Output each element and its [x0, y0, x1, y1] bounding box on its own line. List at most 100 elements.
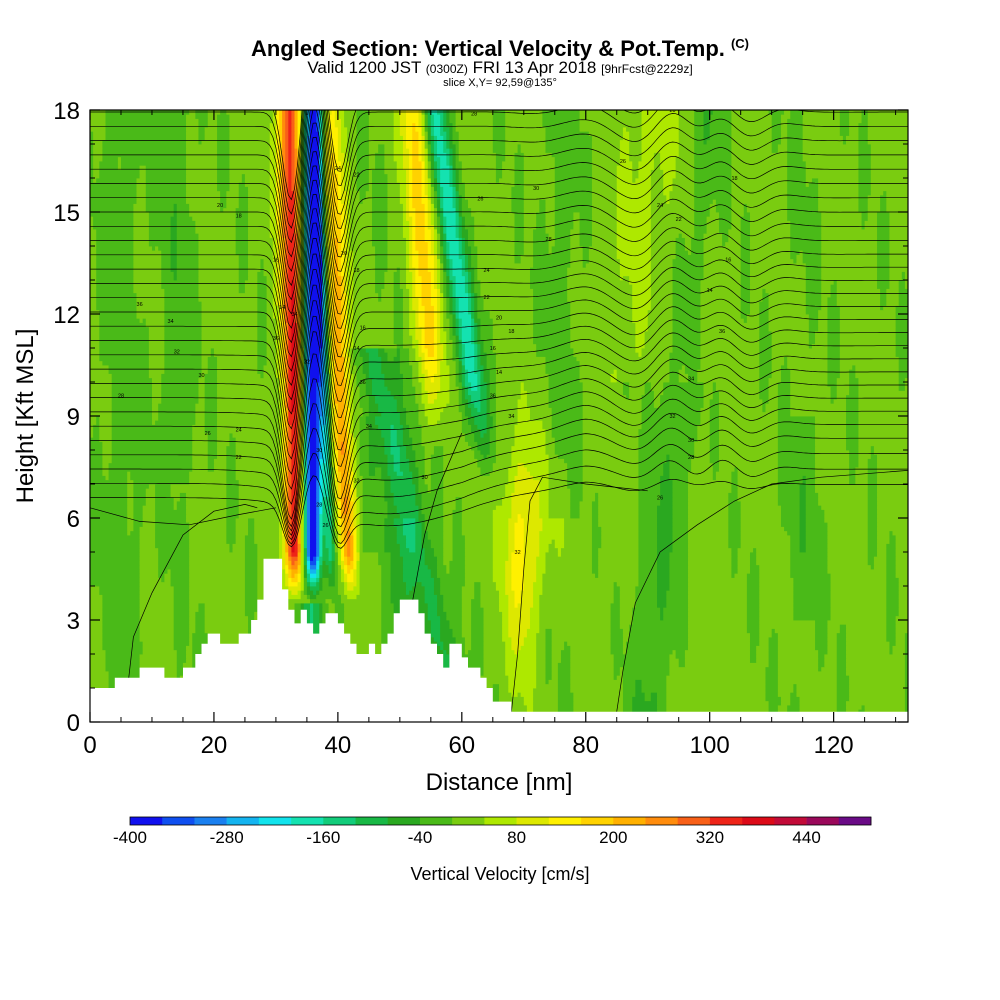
velocity-cell — [672, 496, 689, 502]
velocity-cell — [344, 632, 382, 638]
velocity-cell — [145, 496, 156, 502]
velocity-cell — [461, 428, 472, 434]
velocity-cell — [455, 339, 460, 345]
velocity-cell — [291, 573, 295, 578]
velocity-cell — [846, 641, 890, 646]
velocity-cell — [533, 692, 559, 697]
velocity-cell — [895, 624, 908, 629]
velocity-cell — [718, 454, 779, 459]
velocity-cell — [495, 365, 546, 370]
velocity-cell — [458, 407, 466, 413]
velocity-cell — [306, 335, 311, 340]
velocity-cell — [672, 505, 689, 510]
velocity-cell — [545, 649, 553, 655]
velocity-cell — [492, 339, 534, 345]
velocity-cell — [90, 399, 113, 404]
velocity-cell — [657, 522, 673, 527]
velocity-cell — [192, 645, 209, 651]
velocity-cell — [340, 475, 348, 481]
velocity-cell — [288, 467, 292, 472]
velocity-cell — [353, 407, 364, 413]
velocity-cell — [728, 518, 742, 523]
velocity-cell — [777, 411, 791, 417]
velocity-cell — [257, 348, 268, 353]
velocity-cell — [393, 458, 401, 464]
velocity-cell — [846, 705, 862, 710]
velocity-cell — [207, 356, 218, 362]
velocity-cell — [337, 454, 348, 459]
velocity-cell — [688, 637, 751, 642]
velocity-cell — [409, 462, 416, 468]
velocity-cell — [356, 560, 360, 566]
velocity-cell — [102, 632, 140, 638]
velocity-cell — [492, 343, 537, 349]
velocity-cell — [412, 339, 419, 345]
velocity-cell — [855, 373, 900, 379]
velocity-cell — [427, 484, 432, 489]
velocity-cell — [226, 526, 237, 532]
velocity-cell — [533, 709, 559, 714]
velocity-cell — [362, 526, 385, 532]
velocity-cell — [846, 671, 906, 676]
velocity-cell — [511, 462, 518, 468]
velocity-cell — [749, 649, 757, 655]
velocity-cell — [300, 607, 305, 612]
velocity-cell — [158, 564, 190, 570]
velocity-cell — [279, 496, 283, 502]
velocity-cell — [657, 586, 670, 591]
velocity-cell — [904, 649, 908, 655]
velocity-cell — [424, 352, 429, 357]
velocity-cell — [666, 696, 766, 702]
velocity-cell — [511, 556, 525, 561]
velocity-cell — [539, 628, 546, 634]
velocity-cell — [777, 645, 816, 651]
velocity-cell — [886, 577, 900, 583]
velocity-cell — [306, 552, 311, 557]
velocity-cell — [433, 450, 444, 455]
velocity-cell — [186, 501, 227, 506]
velocity-cell — [846, 637, 887, 642]
velocity-cell — [505, 488, 515, 493]
velocity-cell — [368, 454, 388, 459]
velocity-cell — [393, 462, 401, 468]
velocity-cell — [288, 475, 292, 481]
velocity-cell — [90, 343, 100, 349]
velocity-cell — [433, 577, 441, 583]
velocity-cell — [424, 518, 444, 523]
velocity-cell — [464, 433, 475, 438]
velocity-cell — [746, 573, 760, 578]
velocity-cell — [322, 394, 326, 400]
velocity-cell — [424, 471, 432, 476]
velocity-cell — [539, 615, 611, 621]
velocity-cell — [443, 641, 457, 646]
velocity-cell — [102, 628, 140, 634]
velocity-cell — [359, 577, 382, 583]
velocity-cell — [858, 411, 908, 417]
velocity-cell — [418, 339, 422, 345]
velocity-cell — [319, 420, 326, 425]
velocity-cell — [461, 598, 472, 604]
velocity-cell — [390, 590, 407, 595]
velocity-cell — [471, 637, 484, 642]
velocity-cell — [316, 594, 342, 600]
velocity-cell — [309, 403, 317, 408]
velocity-cell — [418, 348, 422, 353]
velocity-cell — [90, 390, 113, 396]
velocity-cell — [309, 454, 317, 459]
velocity-cell — [282, 428, 286, 434]
velocity-cell — [545, 645, 553, 651]
velocity-cell — [90, 492, 128, 498]
velocity-cell — [424, 475, 432, 481]
velocity-cell — [688, 492, 729, 498]
velocity-cell — [768, 709, 779, 714]
velocity-cell — [347, 407, 351, 413]
velocity-cell — [601, 526, 639, 532]
velocity-cell — [486, 399, 491, 404]
velocity-cell — [328, 607, 336, 612]
velocity-cell — [328, 428, 333, 434]
velocity-cell — [192, 450, 209, 455]
velocity-cell — [99, 586, 140, 591]
velocity-cell — [765, 683, 779, 689]
velocity-cell — [688, 624, 748, 629]
velocity-cell — [427, 488, 432, 493]
